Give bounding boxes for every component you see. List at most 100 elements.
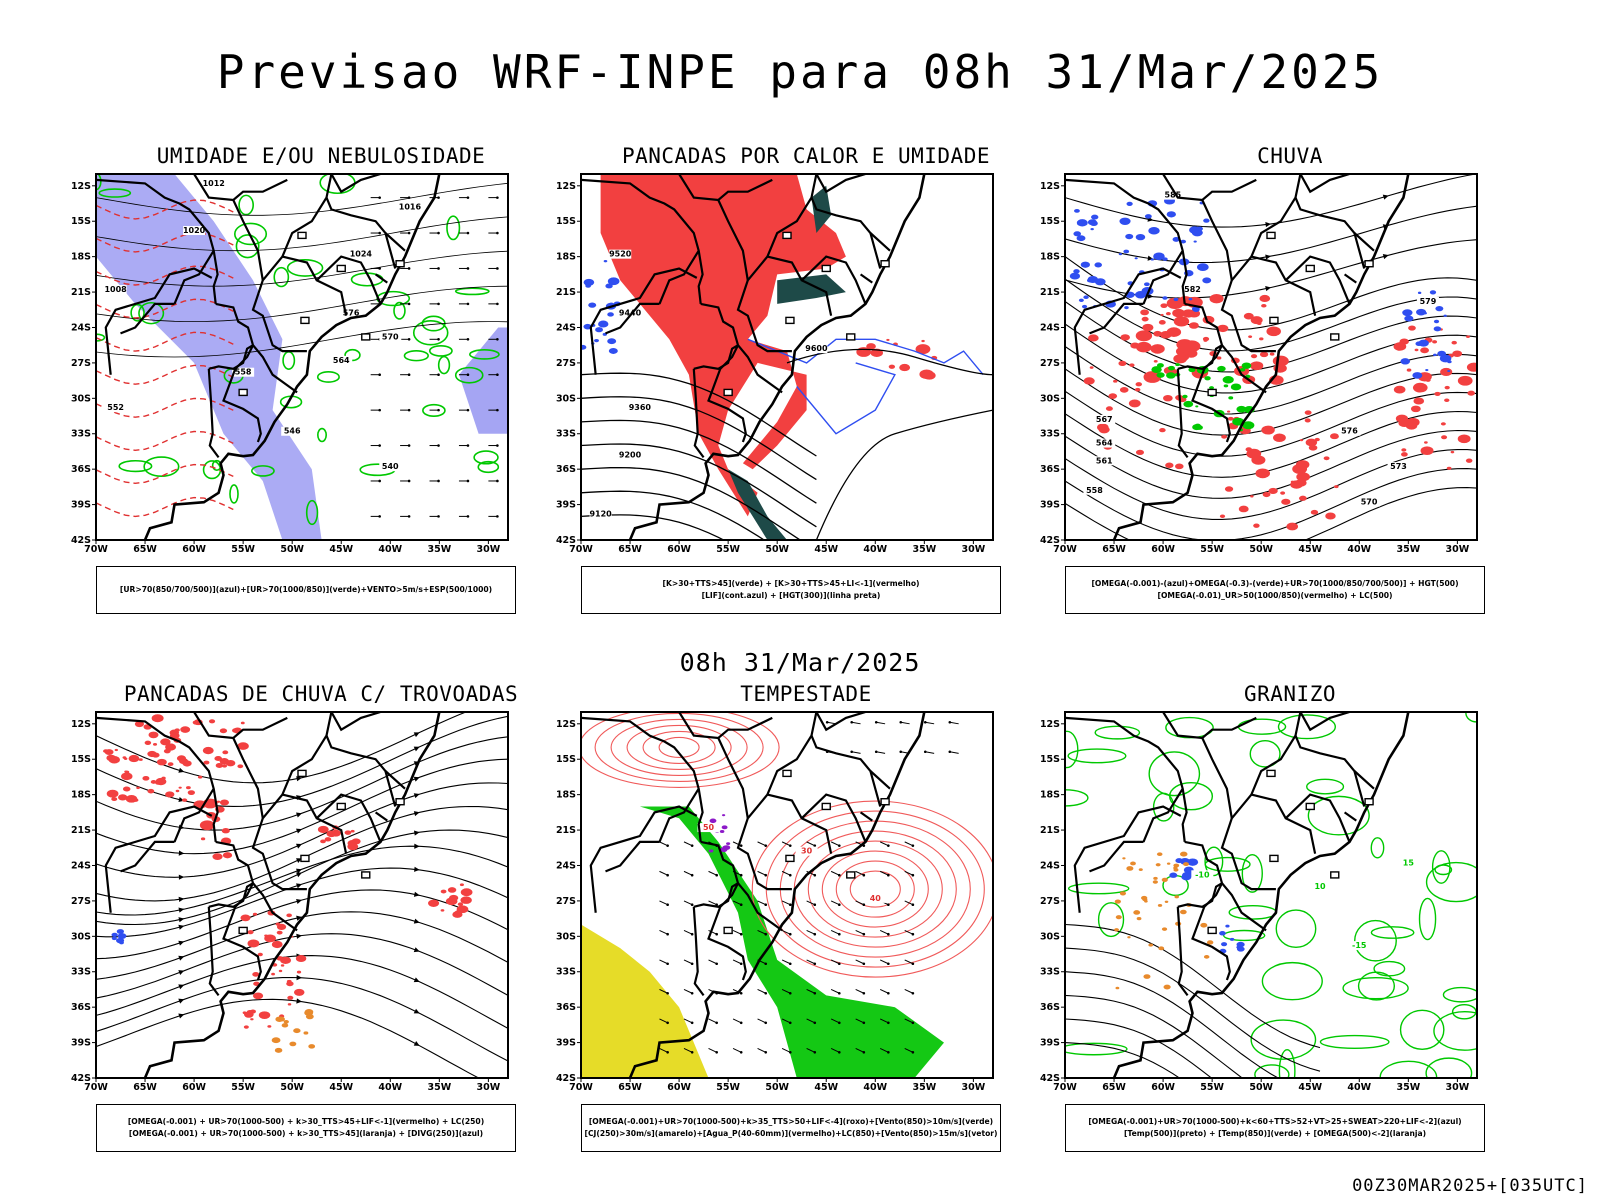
precip-cell xyxy=(1423,311,1427,315)
wind-vector xyxy=(757,988,766,994)
wind-vector-head xyxy=(788,962,792,966)
precip-cell xyxy=(1182,340,1201,353)
wind-vector-head xyxy=(666,932,669,936)
precip-cell xyxy=(252,972,260,977)
precip-cell xyxy=(1401,448,1407,452)
state-border xyxy=(717,737,749,819)
lake xyxy=(336,264,346,273)
state-border xyxy=(315,793,382,843)
contour-label: 540 xyxy=(382,462,399,471)
wind-vector-head xyxy=(437,196,440,199)
precip-cell xyxy=(1410,405,1421,413)
lat-tick-label: 36S xyxy=(1040,1002,1060,1013)
precip-cell xyxy=(1156,363,1164,368)
precip-cell xyxy=(1259,351,1269,358)
contour-label-bg xyxy=(340,308,363,318)
precip-cell xyxy=(244,1011,254,1018)
state-border xyxy=(1299,174,1350,194)
precip-cell xyxy=(449,887,453,890)
wind-vector-head xyxy=(813,991,817,995)
precip-cell xyxy=(1245,447,1253,452)
precip-cell xyxy=(460,896,472,904)
temp850-contour xyxy=(1278,1049,1296,1078)
wind-vector xyxy=(904,1048,914,1053)
precip-cell xyxy=(324,837,332,842)
humidity-low-level-contour xyxy=(316,371,340,383)
state-border xyxy=(1201,199,1233,281)
map-pancadas-calor[interactable]: 9600 9520 9440 9360 9200 9120 12S 15S 18S 21S 24S 2… xyxy=(551,172,1031,564)
map-umidade[interactable]: 1012 1016 1020 1024 1008 576 570 564 558 552 546 54… xyxy=(66,172,546,564)
lake xyxy=(300,316,310,325)
precip-cell xyxy=(1227,416,1234,421)
contour-label: 576 xyxy=(343,309,360,318)
precip-cell xyxy=(1406,417,1420,427)
wind-vector xyxy=(855,900,865,906)
precip-cell xyxy=(165,791,175,798)
precip-cell xyxy=(122,786,131,792)
panel-tempestade: TEMPESTADE 50 40 30 12S 15S 18S 21S 24S 27S 30S 33… xyxy=(551,682,1031,1152)
state-border xyxy=(1162,712,1257,740)
wind-vector-head xyxy=(887,1021,890,1025)
precip-cell xyxy=(222,764,228,768)
lon-tick-label: 60W xyxy=(667,544,691,555)
lon-tick-label: 30W xyxy=(962,544,986,555)
legend-line: [OMEGA(-0.001)+UR>70(1000-500)+k<60+TTS>… xyxy=(1088,1117,1462,1126)
state-border xyxy=(325,735,397,807)
lat-tick-label: 27S xyxy=(71,358,91,369)
lat-tick-label: 12S xyxy=(556,719,576,730)
wind-vector-head xyxy=(862,962,866,966)
temp850-contour xyxy=(1065,730,1079,769)
lat-tick-label: 33S xyxy=(71,967,91,978)
state-border xyxy=(120,840,175,873)
map-tempestade[interactable]: 50 40 30 12S 15S 18S 21S 24S 27S 30S 33S 36S 39S 42S7… xyxy=(551,710,1031,1102)
humidity-low-level-contour xyxy=(138,301,165,325)
wind-vector-head xyxy=(496,196,499,199)
precip-cell xyxy=(1160,331,1172,339)
geopotential-contour xyxy=(1065,410,1477,478)
state-border xyxy=(384,770,406,790)
precip-cell xyxy=(1446,466,1452,470)
precip-cell xyxy=(200,837,206,841)
precip-cell xyxy=(1164,900,1169,903)
wind-vector xyxy=(757,929,766,935)
lat-tick-label: 12S xyxy=(1040,181,1060,192)
lat-tick-label: 36S xyxy=(71,464,91,475)
precip-cell xyxy=(1183,866,1194,874)
precip-cell xyxy=(1334,485,1339,489)
contour-label-bg xyxy=(1093,456,1116,466)
lon-tick-label: 50W xyxy=(765,1082,789,1093)
contour-label-bg xyxy=(628,403,651,413)
lake xyxy=(1364,260,1374,268)
precip-cell xyxy=(1073,269,1080,274)
lon-tick-label: 45W xyxy=(1298,544,1322,555)
wind-vector xyxy=(879,1018,889,1024)
map-chuva[interactable]: 585 582 579 576 573 570 567 564 561 558 12S 15S 18S 2… xyxy=(1035,172,1515,564)
contour-label-bg xyxy=(795,846,818,856)
wind-vector xyxy=(659,1048,668,1053)
isobar xyxy=(96,285,508,323)
wind-vector xyxy=(757,1018,766,1024)
precip-cell xyxy=(1069,272,1081,280)
precip-cell xyxy=(1451,340,1457,345)
lat-tick-label: 42S xyxy=(556,1073,576,1084)
wind-vector-head xyxy=(466,515,470,518)
precip-cell xyxy=(116,929,124,934)
state-border xyxy=(208,840,255,908)
precip-cell xyxy=(1261,303,1267,308)
wind-vector-head xyxy=(923,750,927,754)
state-border xyxy=(678,174,773,202)
wind-vector-head xyxy=(862,991,866,995)
lat-tick-label: 24S xyxy=(556,860,576,871)
precip-cell xyxy=(175,789,180,793)
lat-tick-label: 15S xyxy=(1040,216,1060,227)
precipitable-water-contour xyxy=(807,840,943,938)
map-granizo[interactable]: 15 -10 -15 10 12S 15S 18S 21S 24S 27S 30S 33S 36S 39S… xyxy=(1035,710,1515,1102)
humidity-low-level-contour xyxy=(238,194,254,216)
wind-vector-head xyxy=(837,903,841,907)
state-border xyxy=(1294,735,1366,807)
precip-cell xyxy=(1310,509,1319,515)
state-border xyxy=(859,811,873,822)
lon-tick-label: 40W xyxy=(1347,544,1371,555)
state-border xyxy=(1221,882,1267,932)
